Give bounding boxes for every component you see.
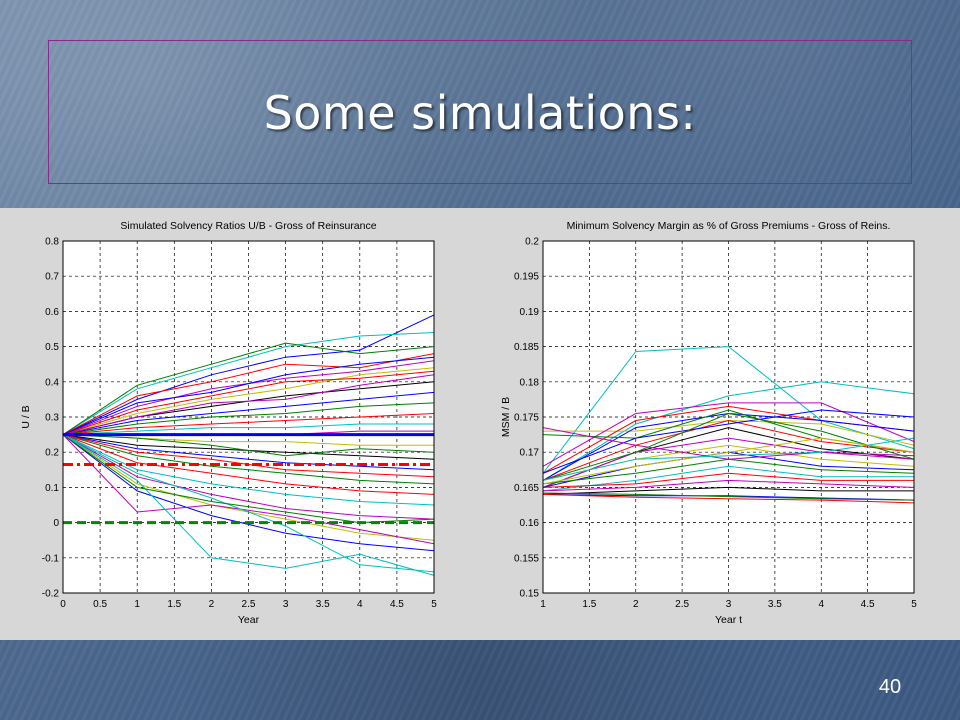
series-line (543, 492, 914, 501)
series-line (63, 367, 434, 436)
y-tick-label: 0.155 (514, 553, 539, 564)
series-line (543, 412, 914, 481)
x-tick-label: 2 (633, 599, 639, 610)
y-axis-label: MSM / B (500, 397, 512, 437)
y-tick-label: 0.195 (514, 272, 539, 283)
series-line (63, 434, 434, 457)
series-line (543, 437, 914, 488)
series-line (543, 409, 914, 474)
series-line (63, 434, 434, 520)
y-axis-label: U / B (20, 405, 32, 428)
x-tick-label: 4 (818, 599, 824, 610)
y-tick-label: 0.15 (520, 589, 540, 600)
y-tick-label: 0.7 (45, 272, 59, 283)
series-line (63, 423, 434, 436)
series-line (543, 346, 914, 474)
x-tick-label: 4 (357, 599, 363, 610)
series-line (63, 413, 434, 436)
y-tick-label: 0.5 (45, 342, 59, 353)
series-group (63, 314, 434, 576)
y-tick-label: 0.3 (45, 413, 59, 424)
series-line (63, 342, 434, 436)
series-line (543, 465, 914, 492)
series-line (63, 353, 434, 436)
series-group (543, 346, 914, 504)
x-tick-label: 4.5 (861, 599, 875, 610)
x-tick-label: 5 (431, 599, 437, 610)
series-line (63, 370, 434, 436)
x-tick-label: 3.5 (316, 599, 330, 610)
figure-panel: 0 0.5 1 1.5 2 2.5 3 3.5 4 4.5 5 -0.2 -0.1 0 0.1 0.2 0.3 0… (0, 208, 960, 640)
y-tick-label: 0 (53, 518, 59, 529)
y-tick-label: 0.6 (45, 307, 59, 318)
x-tick-label: 4.5 (390, 599, 404, 610)
series-line (63, 356, 434, 436)
x-tick-label: 2.5 (675, 599, 689, 610)
y-tick-label: 0.18 (520, 377, 540, 388)
x-tick-label: 3 (726, 599, 732, 610)
series-line (63, 434, 434, 545)
series-line (63, 434, 434, 552)
series-line (543, 381, 914, 481)
x-tick-label: 3 (283, 599, 289, 610)
series-line (543, 472, 914, 488)
x-tick-label: 2 (209, 599, 215, 610)
title-placeholder: Some simulations: (48, 40, 912, 184)
y-tick-label: 0.16 (520, 518, 540, 529)
y-tick-label: 0.2 (45, 448, 59, 459)
x-tick-label: 5 (911, 599, 917, 610)
x-tick-label: 2.5 (242, 599, 256, 610)
y-tick-label: 0.19 (520, 307, 540, 318)
series-line (63, 374, 434, 436)
x-tick-label: 1 (134, 599, 140, 610)
slide-title: Some simulations: (263, 86, 697, 140)
y-tick-label: 0.2 (525, 237, 539, 248)
series-line (63, 402, 434, 436)
x-tick-label: 1.5 (582, 599, 596, 610)
y-tick-label: -0.1 (42, 553, 60, 564)
series-line (63, 434, 434, 485)
series-line (63, 434, 434, 576)
series-line (543, 493, 914, 504)
series-line (63, 314, 434, 436)
figure-canvas: 0 0.5 1 1.5 2 2.5 3 3.5 4 4.5 5 -0.2 -0.1 0 0.1 0.2 0.3 0… (20, 220, 917, 626)
series-line (543, 437, 914, 481)
plot-frame (542, 240, 915, 594)
chart-title: Simulated Solvency Ratios U/B - Gross of… (120, 220, 376, 232)
y-tick-label: 0.17 (520, 448, 540, 459)
series-line (63, 434, 434, 573)
slide-number: 40 (878, 676, 902, 698)
series-line (63, 434, 434, 478)
x-tick-label: 1.5 (167, 599, 181, 610)
series-line (63, 434, 434, 471)
y-tick-label: 0.185 (514, 342, 539, 353)
series-line (543, 419, 914, 481)
series-line (63, 434, 434, 495)
x-tick-label: 0 (60, 599, 66, 610)
series-line (543, 427, 914, 460)
plot-frame (62, 240, 435, 594)
x-tick-label: 1 (540, 599, 546, 610)
chart-title: Minimum Solvency Margin as % of Gross Pr… (567, 220, 891, 232)
series-line (63, 434, 434, 506)
y-tick-label: 0.1 (45, 483, 59, 494)
y-tick-label: 0.175 (514, 413, 539, 424)
series-line (543, 402, 914, 467)
chart-2: 1 1.5 2 2.5 3 3.5 4 4.5 5 0.15 0.155 0.16 0.165 0.17 0… (500, 220, 917, 626)
y-tick-label: 0.165 (514, 483, 539, 494)
y-tick-label: -0.2 (42, 589, 60, 600)
chart-1: 0 0.5 1 1.5 2 2.5 3 3.5 4 4.5 5 -0.2 -0.1 0 0.1 0.2 0.3 0… (20, 220, 437, 626)
series-line (63, 332, 434, 436)
x-tick-label: 0.5 (93, 599, 107, 610)
series-line (543, 479, 914, 492)
series-line (543, 437, 914, 485)
x-tick-label: 3.5 (768, 599, 782, 610)
series-line (543, 486, 914, 495)
x-axis-label: Year (238, 614, 260, 626)
y-tick-label: 0.4 (45, 377, 59, 388)
x-axis-label: Year t (715, 614, 742, 626)
y-tick-label: 0.8 (45, 237, 59, 248)
series-line (63, 391, 434, 436)
